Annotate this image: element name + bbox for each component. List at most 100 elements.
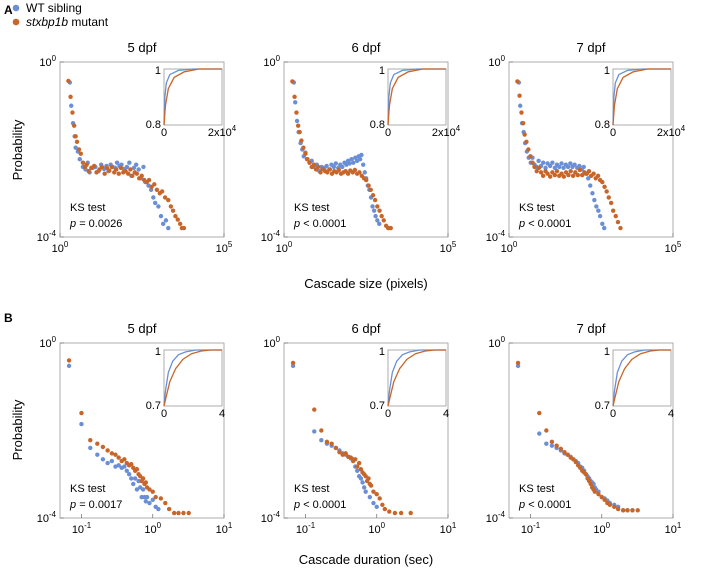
p-value-text: < 0.0001 — [528, 499, 571, 511]
wt-point — [588, 183, 593, 188]
mut-point — [186, 510, 191, 516]
wt-point — [596, 208, 601, 213]
wt-point — [163, 218, 169, 223]
mut-point — [620, 508, 626, 513]
inset-x-tick-label: 0 — [610, 408, 616, 420]
wt-point — [109, 458, 115, 464]
p-value-text: < 0.0001 — [303, 499, 346, 511]
wt-point — [349, 157, 354, 162]
wt-point — [518, 103, 523, 108]
mut-point — [102, 171, 107, 176]
wt-point — [373, 213, 378, 219]
wt-point — [561, 165, 566, 171]
mut-point — [520, 120, 526, 126]
wt-point — [597, 213, 603, 219]
wt-point — [143, 499, 149, 504]
inset-frame — [612, 68, 672, 126]
mut-point — [91, 163, 97, 169]
mut-point — [116, 455, 121, 460]
x-tick-label: 100 — [144, 521, 161, 536]
mut-point — [73, 134, 78, 139]
mut-point — [570, 173, 576, 179]
x-tick-label-exp: 1 — [228, 521, 233, 530]
ks-test-label: KS test — [70, 483, 105, 495]
mut-point — [602, 497, 607, 503]
y-tick-label: 100 — [39, 335, 56, 350]
y-tick-label-base: 10 — [37, 232, 49, 244]
wt-point — [543, 165, 548, 171]
wt-point — [568, 161, 573, 166]
mut-point — [168, 204, 174, 209]
wt-point — [158, 213, 164, 219]
y-axis-label-a: Probability — [10, 119, 25, 180]
mut-point — [170, 208, 176, 213]
wt-point — [602, 225, 607, 231]
inset-cdf-mut — [612, 349, 671, 407]
mut-point — [113, 452, 118, 457]
wt-point — [66, 363, 72, 369]
mut-point — [352, 167, 358, 173]
p-value-text: = 0.0026 — [79, 218, 122, 230]
wt-point — [124, 468, 130, 473]
mut-point — [294, 110, 299, 115]
p-symbol: p — [518, 499, 528, 511]
x-tick-label-base: 10 — [665, 243, 677, 255]
inset-x-tick-label-base: 2x10 — [208, 127, 232, 139]
wt-point — [153, 200, 158, 206]
y-tick-label-base: 10 — [486, 232, 498, 244]
y-tick-label-exp: 0 — [52, 54, 57, 63]
y-tick-label: 100 — [488, 54, 505, 69]
inset-x-tick-label-exp: 4 — [232, 124, 237, 133]
plot-frame — [59, 342, 225, 519]
wt-point — [293, 100, 298, 105]
inset-x-tick-label-base: 2x10 — [657, 127, 681, 139]
mut-point — [318, 170, 323, 175]
plot-frame — [59, 61, 225, 238]
inset-frame — [163, 68, 223, 126]
inset-x-tick-label: 4 — [219, 408, 225, 420]
x-axis-label-b: Cascade duration (sec) — [299, 552, 433, 567]
wt-point — [105, 460, 110, 466]
inset-y-tick-label: 1 — [155, 346, 161, 358]
wt-point — [540, 160, 546, 165]
wt-point — [132, 476, 138, 481]
x-tick-label: 105 — [216, 240, 233, 255]
y-tick-label: 10-4 — [486, 510, 506, 525]
mut-point — [363, 177, 369, 183]
y-tick-label-base: 10 — [261, 513, 273, 525]
x-axis-label-a: Cascade size (pixels) — [304, 276, 428, 291]
inset-cdf-wt — [163, 68, 222, 126]
wt-point — [347, 161, 352, 166]
mut-point — [130, 173, 135, 179]
wt-point — [131, 481, 136, 487]
ks-p-value: p < 0.0001 — [293, 499, 346, 511]
mut-point — [95, 441, 100, 446]
mut-point — [528, 154, 533, 159]
x-tick-label-exp: 0 — [606, 521, 611, 530]
p-value-text: = 0.0017 — [79, 499, 122, 511]
mut-point — [392, 510, 398, 516]
mut-point — [177, 221, 183, 227]
x-tick-label: 100 — [368, 521, 385, 536]
wt-point — [156, 506, 161, 512]
x-tick-label: 101 — [440, 521, 457, 536]
wt-point — [565, 164, 571, 170]
x-tick-label-base: 10 — [440, 243, 452, 255]
legend-wt-label: WT sibling — [26, 1, 82, 15]
mut-point — [315, 164, 321, 170]
wt-point — [592, 197, 597, 203]
mut-point — [604, 189, 609, 194]
inset-x-tick-label-base: 4 — [443, 408, 449, 420]
wt-point — [134, 487, 140, 492]
y-tick-label: 10-4 — [37, 510, 57, 525]
x-tick-label-exp: 5 — [452, 240, 457, 249]
wt-point — [363, 489, 368, 494]
ks-p-value: p < 0.0001 — [518, 218, 571, 230]
x-tick-label: 100 — [276, 240, 293, 255]
wt-point — [600, 221, 605, 227]
wt-point — [375, 218, 380, 223]
x-tick-label: 100 — [52, 240, 69, 255]
wt-point — [144, 494, 150, 500]
